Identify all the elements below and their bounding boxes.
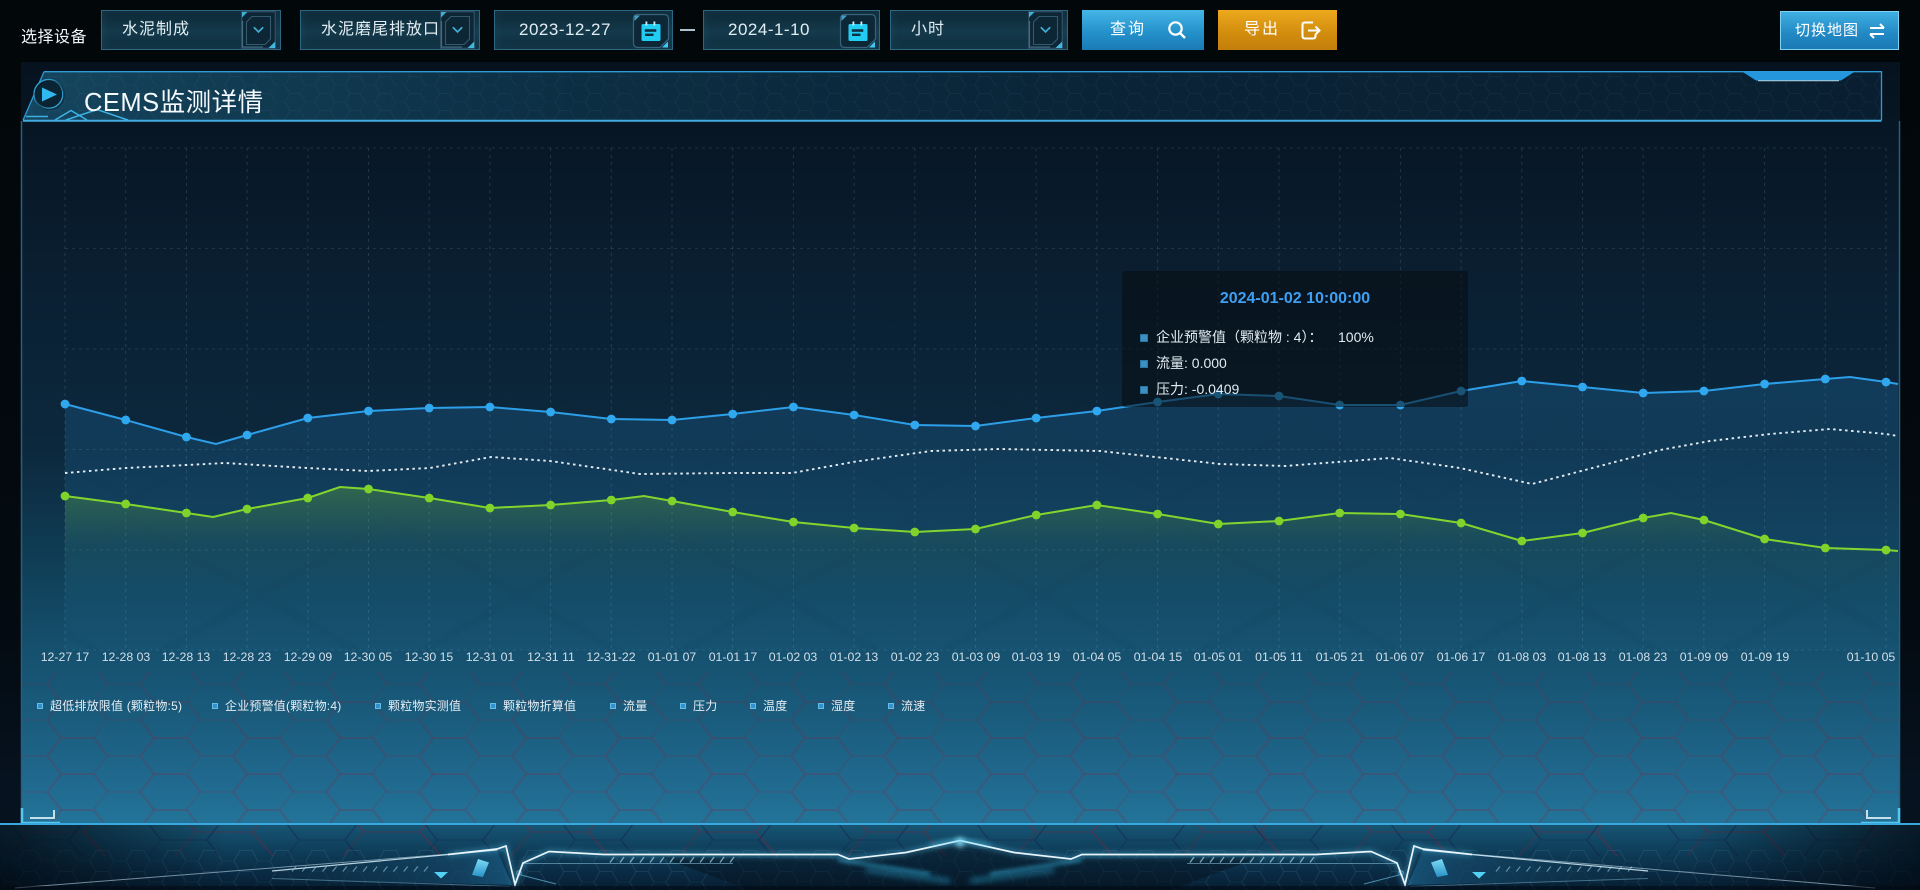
svg-text:01-02 13: 01-02 13 (830, 650, 879, 664)
svg-text:01-03 19: 01-03 19 (1012, 650, 1061, 664)
svg-text:12-30 05: 12-30 05 (344, 650, 393, 664)
svg-text:01-04 15: 01-04 15 (1134, 650, 1183, 664)
svg-text:12-28 03: 12-28 03 (102, 650, 151, 664)
svg-text:12-31 01: 12-31 01 (466, 650, 515, 664)
svg-text:01-06 07: 01-06 07 (1376, 650, 1425, 664)
svg-text:12-31-22: 12-31-22 (586, 650, 635, 664)
svg-text:01-06 17: 01-06 17 (1437, 650, 1486, 664)
svg-text:01-08 23: 01-08 23 (1619, 650, 1668, 664)
svg-text:12-30 15: 12-30 15 (405, 650, 454, 664)
svg-text:01-05 21: 01-05 21 (1316, 650, 1365, 664)
svg-text:01-05 11: 01-05 11 (1255, 650, 1303, 664)
svg-text:01-10 05: 01-10 05 (1847, 650, 1896, 664)
svg-text:01-09 19: 01-09 19 (1741, 650, 1790, 664)
svg-text:01-08 03: 01-08 03 (1498, 650, 1547, 664)
svg-text:01-04 05: 01-04 05 (1073, 650, 1122, 664)
svg-text:12-28 13: 12-28 13 (162, 650, 211, 664)
svg-text:01-01 07: 01-01 07 (648, 650, 697, 664)
svg-text:12-31 11: 12-31 11 (527, 650, 575, 664)
svg-text:12-28 23: 12-28 23 (223, 650, 272, 664)
svg-text:01-02 23: 01-02 23 (891, 650, 940, 664)
svg-text:01-09 09: 01-09 09 (1680, 650, 1729, 664)
svg-text:01-05 01: 01-05 01 (1194, 650, 1243, 664)
svg-text:12-27 17: 12-27 17 (41, 650, 90, 664)
svg-text:01-03 09: 01-03 09 (952, 650, 1001, 664)
svg-text:01-01 17: 01-01 17 (709, 650, 758, 664)
svg-text:12-29 09: 12-29 09 (284, 650, 333, 664)
svg-text:01-08 13: 01-08 13 (1558, 650, 1607, 664)
svg-text:01-02 03: 01-02 03 (769, 650, 818, 664)
